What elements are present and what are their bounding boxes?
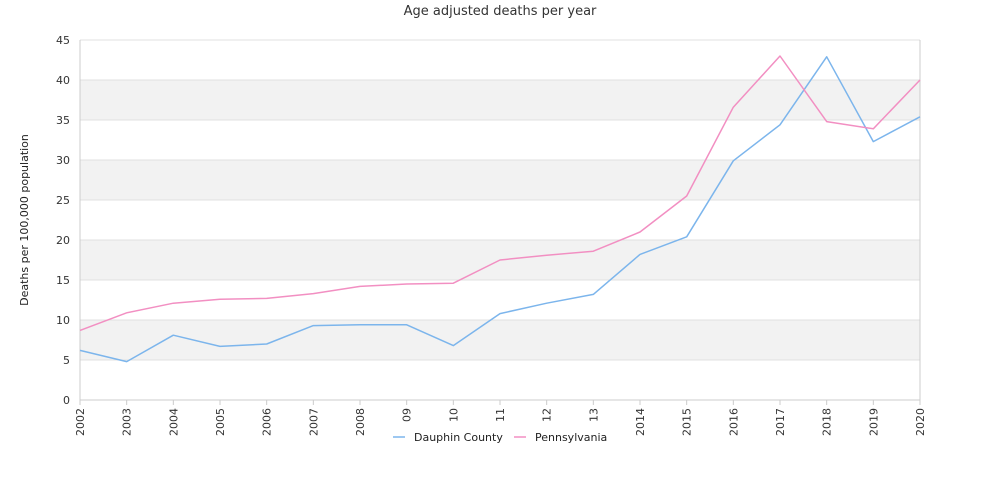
x-tick-label: 2018 [821,408,834,436]
horizontal-gridlines [80,39,920,401]
x-tick-label: 2014 [634,408,647,436]
x-tick-label: 2004 [167,408,180,436]
legend-label: Dauphin County [414,431,503,444]
x-tick-label: 09 [401,408,414,422]
x-tick-label: 10 [447,408,460,422]
x-tick-label: 2003 [121,408,134,436]
plot-band [80,160,920,200]
legend-label: Pennsylvania [535,431,607,444]
y-tick-label: 10 [56,314,70,327]
x-tick-label: 2006 [261,408,274,436]
legend-item-dauphin-county[interactable]: Dauphin County [393,431,503,444]
y-tick-label: 20 [56,234,70,247]
series-line-dauphin-county [79,56,921,363]
plot-band [80,80,920,120]
y-tick-label: 25 [56,194,70,207]
x-tick-label: 2015 [681,408,694,436]
series-lines [79,55,921,363]
x-tick-label: 2005 [214,408,227,436]
legend-item-pennsylvania[interactable]: Pennsylvania [514,431,607,444]
y-tick-label: 35 [56,114,70,127]
plot-band [80,320,920,360]
x-tick-label: 11 [494,408,507,422]
x-tick-label: 2020 [914,408,927,436]
x-axis-tick-labels: 2002 2003 2004 2005 2006 2007 2008 09 10 11 12 13 20… [74,400,927,436]
plot-background-bands [80,80,920,360]
x-tick-label: 2002 [74,408,87,436]
x-tick-label: 2019 [867,408,880,436]
y-tick-label: 45 [56,34,70,47]
y-tick-label: 40 [56,74,70,87]
x-tick-label: 13 [587,408,600,422]
x-tick-label: 2008 [354,408,367,436]
chart-title: Age adjusted deaths per year [404,4,597,19]
x-tick-label: 2007 [307,408,320,436]
x-tick-label: 2016 [727,408,740,436]
y-tick-label: 0 [63,394,70,407]
y-axis-tick-labels: 0 5 10 15 20 25 30 35 40 45 [56,34,70,407]
y-tick-label: 15 [56,274,70,287]
y-tick-label: 5 [63,354,70,367]
x-tick-label: 2017 [774,408,787,436]
y-axis-title: Deaths per 100,000 population [18,134,31,306]
series-line-pennsylvania [79,55,921,332]
x-tick-label: 12 [541,408,554,422]
chart-legend: Dauphin County Pennsylvania [393,431,607,444]
y-tick-label: 30 [56,154,70,167]
